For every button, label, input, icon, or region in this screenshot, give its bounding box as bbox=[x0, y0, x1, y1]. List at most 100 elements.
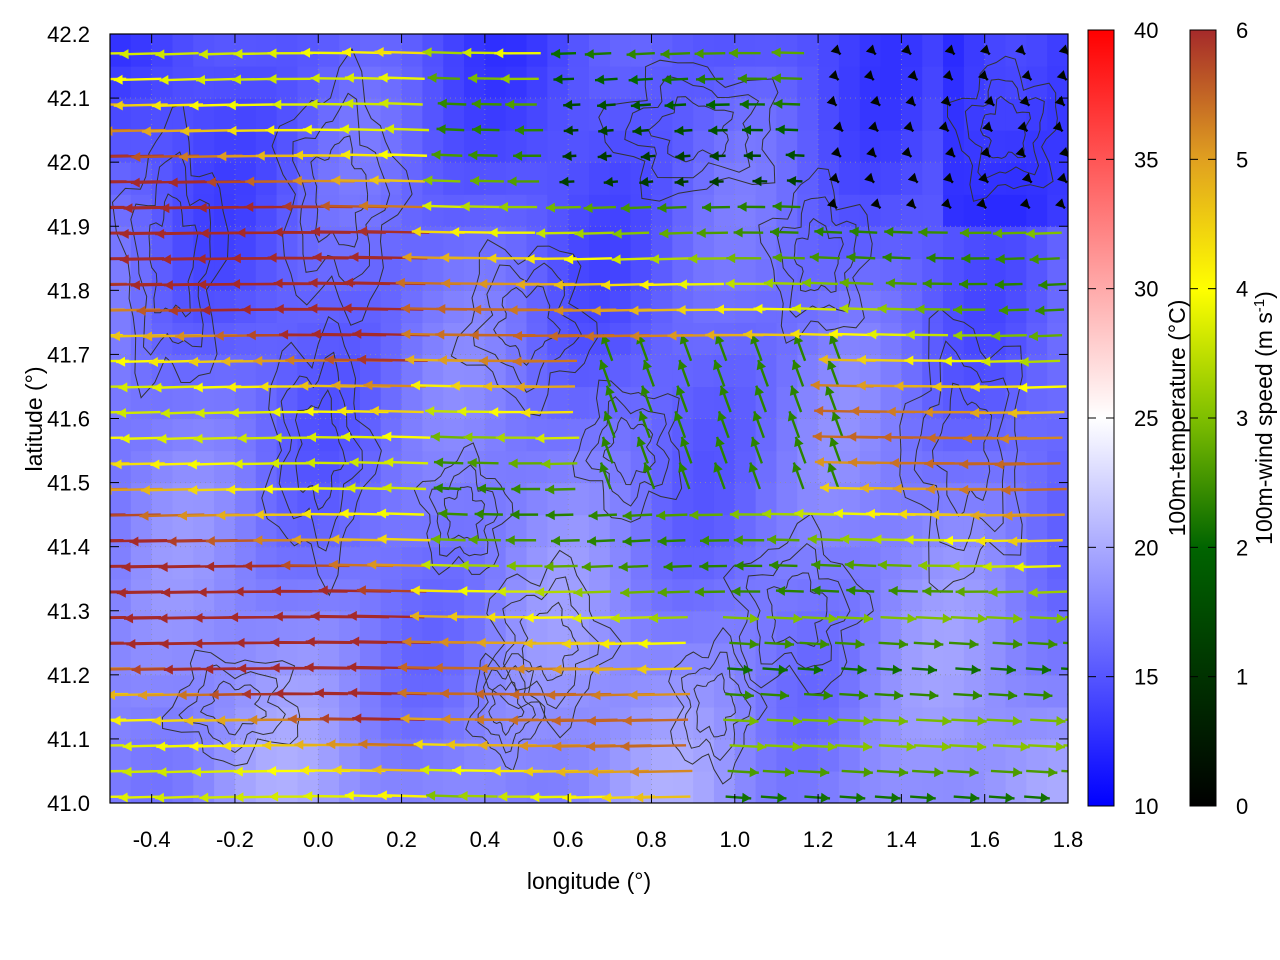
heatmap-cell bbox=[609, 418, 632, 452]
heatmap-cell bbox=[526, 770, 548, 803]
heatmap-cell bbox=[943, 514, 965, 548]
wind-vector bbox=[622, 715, 689, 726]
heatmap-cell bbox=[943, 194, 965, 227]
heatmap-cell bbox=[1026, 610, 1048, 644]
heatmap-cell bbox=[464, 578, 486, 612]
heatmap-cell bbox=[110, 322, 132, 356]
heatmap-cell bbox=[255, 66, 278, 99]
wind-vector-head bbox=[891, 792, 901, 803]
heatmap-cell bbox=[609, 258, 632, 291]
wind-vector-head bbox=[819, 767, 830, 778]
heatmap-cell bbox=[797, 226, 819, 259]
heatmap-cell bbox=[880, 738, 902, 772]
heatmap-cell bbox=[651, 418, 673, 452]
wind-vector-head bbox=[544, 561, 554, 572]
wind-vector bbox=[544, 561, 578, 572]
heatmap-cell bbox=[443, 738, 465, 772]
heatmap-cell bbox=[193, 34, 215, 67]
heatmap-cell bbox=[380, 130, 403, 163]
heatmap-cell bbox=[464, 450, 486, 484]
wind-vector-head bbox=[84, 177, 93, 187]
wind-vector-head bbox=[410, 585, 420, 596]
wind-vector bbox=[909, 690, 939, 701]
y-tick-label: 42.1 bbox=[47, 86, 90, 111]
wind-vector-shaft bbox=[622, 718, 689, 723]
wind-vector bbox=[581, 561, 613, 572]
heatmap-cell bbox=[464, 66, 486, 99]
x-tick-label: 0.2 bbox=[386, 827, 417, 852]
heatmap-cell bbox=[422, 34, 444, 67]
heatmap-cell bbox=[255, 642, 278, 676]
wind-vector-head bbox=[1055, 741, 1065, 752]
wind-vector-head bbox=[184, 715, 194, 726]
heatmap-cell bbox=[401, 34, 423, 67]
heatmap-cell bbox=[130, 418, 153, 452]
heatmap-cell bbox=[797, 706, 819, 740]
wind-vector-head bbox=[572, 613, 582, 624]
wind-vector-head bbox=[828, 716, 838, 727]
heatmap-cell bbox=[693, 674, 715, 708]
heatmap-cell bbox=[859, 322, 882, 356]
heatmap-cell bbox=[484, 450, 507, 484]
heatmap-cell bbox=[339, 258, 361, 291]
wind-vector-head bbox=[300, 765, 310, 776]
heatmap-cell bbox=[943, 578, 965, 612]
heatmap-cell bbox=[568, 386, 590, 420]
heatmap-cell bbox=[838, 354, 861, 388]
heatmap-cell bbox=[568, 162, 590, 195]
heatmap-cell bbox=[380, 450, 403, 484]
heatmap-cell bbox=[172, 738, 194, 772]
wind-vector-head bbox=[350, 636, 360, 647]
heatmap-cell bbox=[609, 770, 632, 803]
heatmap-cell bbox=[901, 354, 923, 388]
heatmap-cell bbox=[776, 450, 798, 484]
heatmap-cell bbox=[880, 226, 902, 259]
heatmap-cell bbox=[901, 290, 923, 323]
wind-vector-head bbox=[65, 126, 74, 136]
heatmap-cell bbox=[1026, 98, 1048, 131]
heatmap-cell bbox=[693, 386, 715, 420]
heatmap-cell bbox=[755, 546, 778, 580]
wind-vector-head bbox=[367, 559, 377, 570]
heatmap-cell bbox=[943, 98, 965, 131]
heatmap-cell bbox=[464, 354, 486, 388]
wind-vector-head bbox=[421, 559, 431, 570]
heatmap-cell bbox=[443, 450, 465, 484]
wind-vector bbox=[421, 559, 464, 570]
heatmap-cell bbox=[984, 706, 1007, 740]
wind-vector-head bbox=[358, 739, 368, 750]
heatmap-cell bbox=[651, 34, 673, 67]
heatmap-cell bbox=[130, 674, 153, 708]
heatmap-cell bbox=[339, 674, 361, 708]
wind-vector-head bbox=[76, 74, 85, 84]
wind-vector-head bbox=[209, 689, 219, 700]
heatmap-cell bbox=[422, 322, 444, 356]
wind-vector-head bbox=[204, 664, 214, 675]
wind-vector-head bbox=[400, 713, 410, 724]
wind-vector-head bbox=[976, 741, 987, 752]
heatmap-cell bbox=[797, 34, 819, 67]
wind-vector bbox=[872, 716, 908, 727]
wind-vector-shaft bbox=[628, 692, 691, 697]
wind-vector-head bbox=[769, 560, 779, 571]
wind-vector-head bbox=[969, 792, 980, 803]
wind-vector bbox=[699, 535, 729, 546]
heatmap-cell bbox=[255, 674, 278, 708]
heatmap-cell bbox=[651, 514, 673, 548]
heatmap-cell bbox=[755, 226, 778, 259]
heatmap-cell bbox=[547, 386, 569, 420]
heatmap-cell bbox=[713, 130, 736, 163]
wind-vector-head bbox=[898, 716, 908, 727]
heatmap-cell bbox=[797, 482, 819, 516]
heatmap-cell bbox=[1047, 546, 1068, 580]
wind-vector-head bbox=[118, 792, 128, 803]
heatmap-cell bbox=[443, 386, 465, 420]
wind-vector-shaft bbox=[1008, 539, 1063, 543]
heatmap-cell bbox=[255, 706, 278, 740]
heatmap-cell bbox=[547, 546, 569, 580]
wind-vector-head bbox=[248, 714, 258, 725]
heatmap-cell bbox=[568, 66, 590, 99]
wind-vector bbox=[877, 560, 912, 571]
wind-vector-head bbox=[397, 662, 408, 673]
heatmap-cell bbox=[984, 770, 1007, 803]
